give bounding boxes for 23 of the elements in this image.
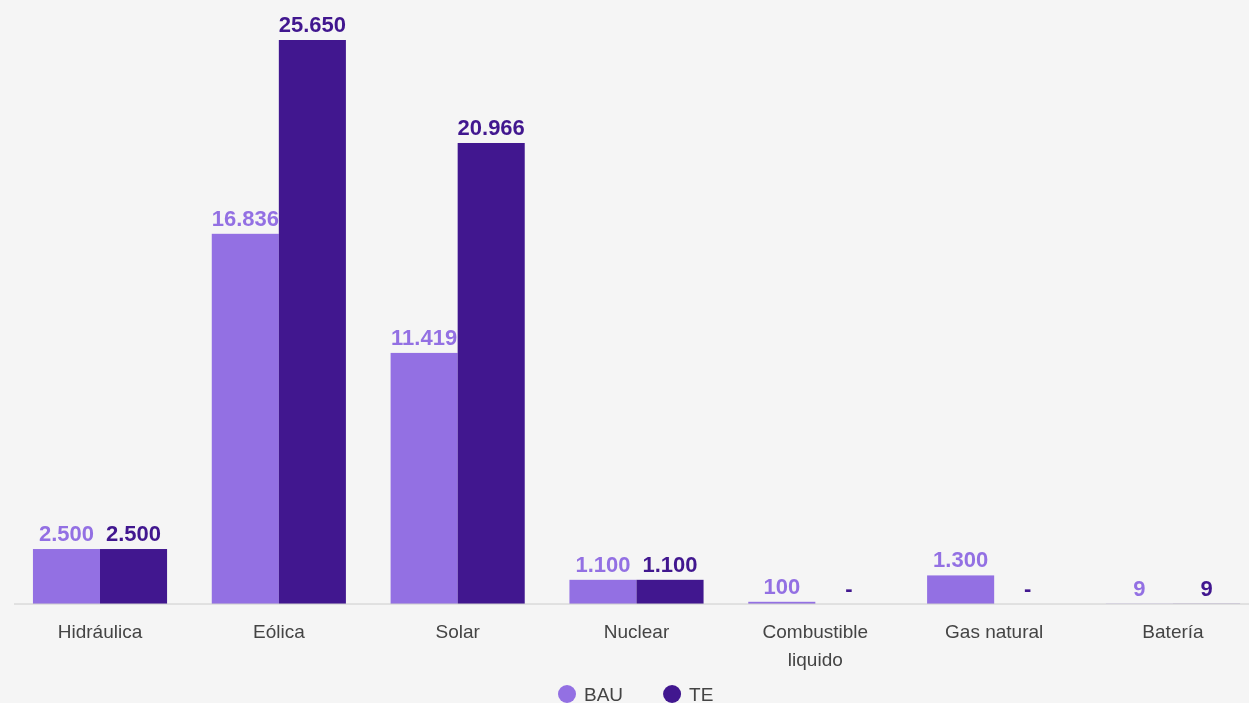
data-label: 1.300 (933, 547, 989, 573)
data-label: 2.500 (106, 521, 162, 547)
data-label: 9 (1133, 575, 1146, 601)
data-label: 25.650 (278, 12, 347, 37)
x-tick-label: Hidráulica (57, 621, 143, 642)
data-label: 1.100 (575, 551, 631, 577)
text: - (1024, 576, 1032, 601)
x-tick-label: Eólica (252, 621, 306, 642)
data-label: 9 (1200, 575, 1213, 601)
data-label: 100 (763, 573, 801, 599)
legend-label: TE (689, 684, 714, 703)
data-label: 11.419 (391, 324, 458, 350)
text: - (845, 576, 853, 601)
x-tick-label: Solar (435, 621, 481, 642)
data-label: 16.836 (211, 205, 279, 231)
x-tick-label: Gas natural (945, 621, 1044, 642)
x-tick-label: Nuclear (603, 621, 670, 642)
x-tick-label: Batería (1142, 621, 1205, 642)
x-tick-label: Combustible liquido (762, 621, 869, 670)
data-label: 20.966 (457, 114, 525, 140)
data-label: 1.100 (642, 551, 698, 577)
legend-label: BAU (584, 684, 624, 703)
data-label: 2.500 (38, 521, 94, 547)
